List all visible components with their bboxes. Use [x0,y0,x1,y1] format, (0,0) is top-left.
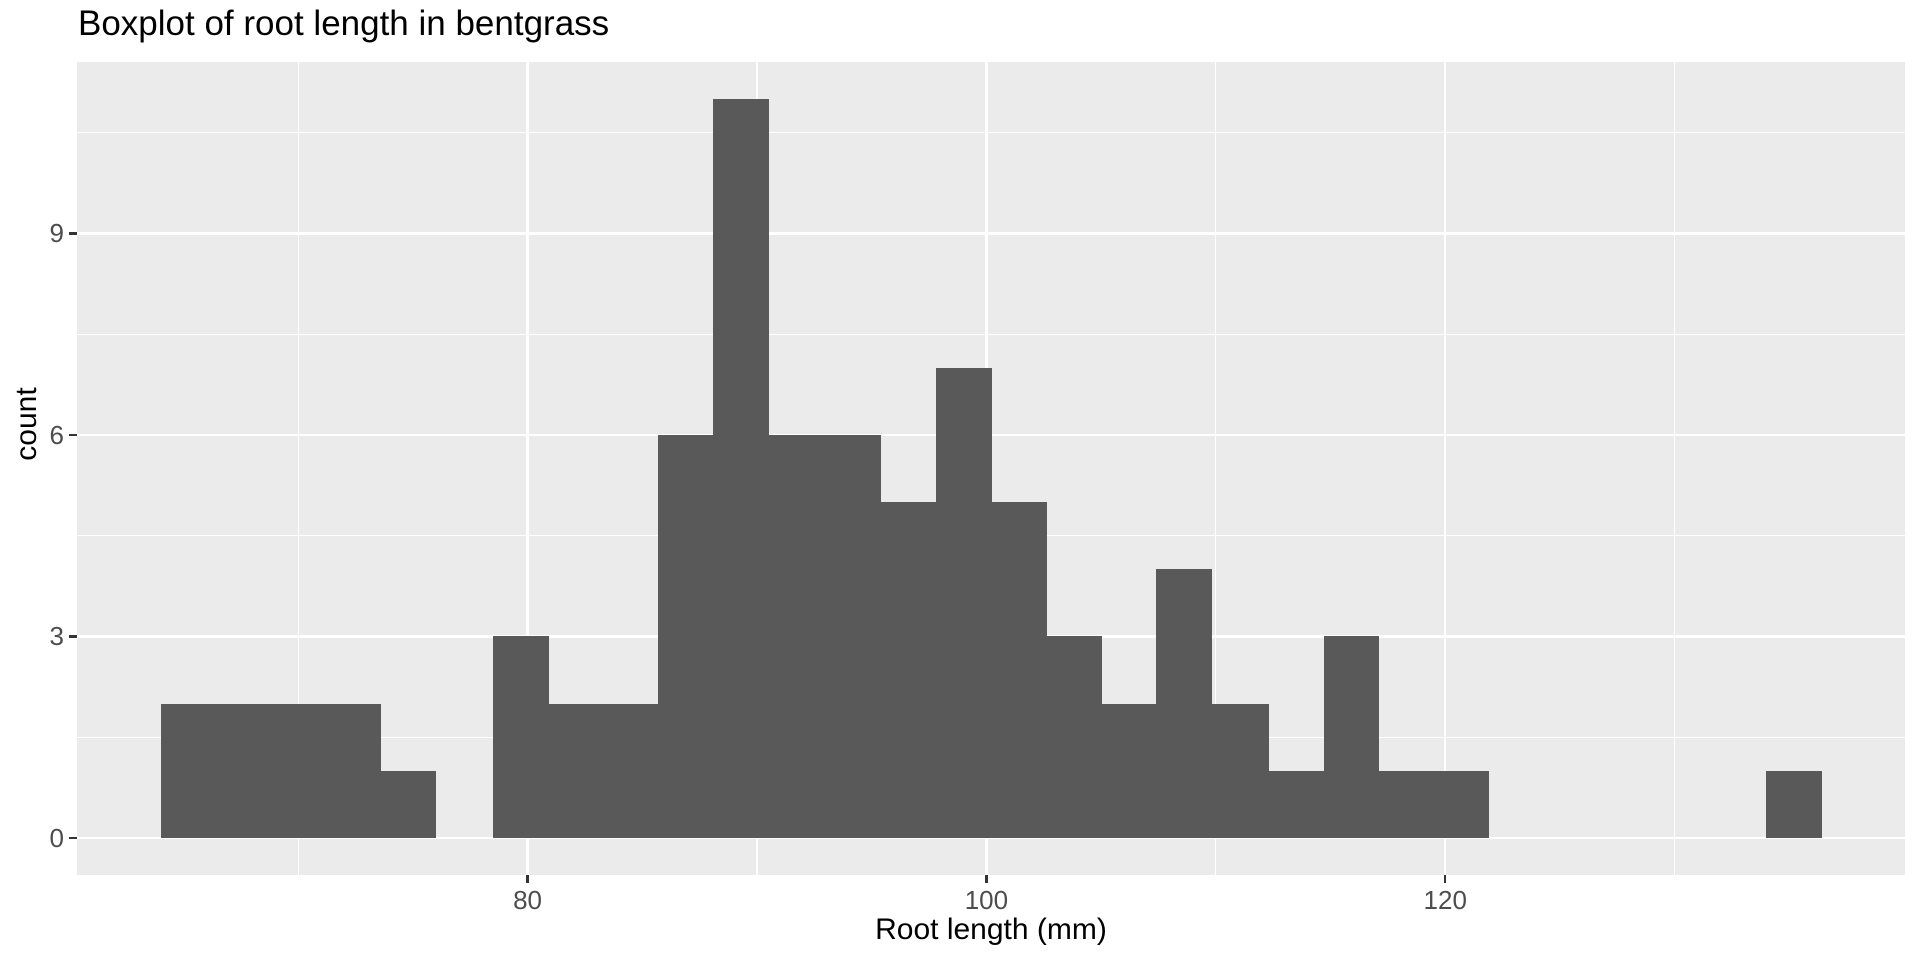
x-axis-tick-label: 80 [513,885,543,915]
gridline-major-y [77,836,1905,840]
gridline-minor-y [77,333,1905,335]
histogram-bar [380,770,437,839]
histogram-bar [991,502,1047,839]
gridline-major-x [526,62,529,875]
gridline-minor-y [77,131,1905,134]
plot-title: Boxplot of root length in bentgrass [78,4,610,43]
histogram-bar [1211,703,1270,839]
histogram-bar [548,703,604,839]
histogram-bar [825,434,882,839]
y-axis-tick-label: 3 [49,621,64,652]
x-axis-tick [1444,875,1447,883]
y-axis-tick-label: 9 [49,218,64,249]
gridline-minor-x [297,62,299,875]
histogram-bar [713,98,770,839]
y-axis-tick [69,635,77,638]
gridline-minor-x [1674,62,1676,875]
gridline-major-x [1444,62,1447,875]
y-axis-tick [69,232,77,235]
histogram-bar [768,434,827,839]
y-axis-tick-label: 6 [49,419,64,450]
histogram-bar [270,703,327,839]
histogram-bar [1046,636,1102,839]
histogram-bar [1378,770,1435,839]
x-axis-tick [526,875,529,883]
y-axis-tick [69,836,77,840]
x-axis-tick-label: 100 [964,885,1009,915]
histogram-bar [1433,770,1490,839]
histogram-bar [880,502,937,839]
histogram-bar [603,703,659,839]
gridline-minor-x [1215,62,1217,875]
histogram-bar [160,703,217,839]
histogram-bar [1268,770,1325,839]
histogram-bar [1156,569,1212,839]
histogram-bar [1101,703,1157,839]
histogram-bar [935,367,992,839]
histogram-bar [1766,770,1823,839]
histogram-bar [658,434,714,839]
histogram-bar [215,703,272,839]
y-axis-tick [69,433,77,437]
histogram-bar [1323,636,1380,839]
gridline-major-y [77,232,1905,235]
y-axis-tick-label: 0 [49,823,64,854]
x-axis-tick [985,875,988,883]
x-axis-title: Root length (mm) [875,913,1107,946]
plot-panel [77,62,1905,875]
histogram-bar [325,703,382,839]
x-axis-tick-label: 120 [1423,885,1467,915]
histogram-bar [493,636,549,839]
